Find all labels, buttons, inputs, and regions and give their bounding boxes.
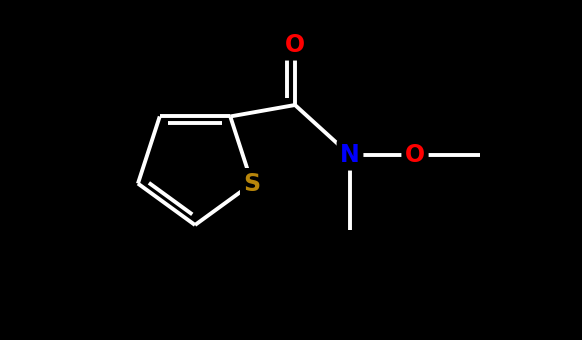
Text: O: O <box>285 33 305 57</box>
Text: O: O <box>405 143 425 167</box>
Text: S: S <box>243 172 261 195</box>
Text: N: N <box>340 143 360 167</box>
